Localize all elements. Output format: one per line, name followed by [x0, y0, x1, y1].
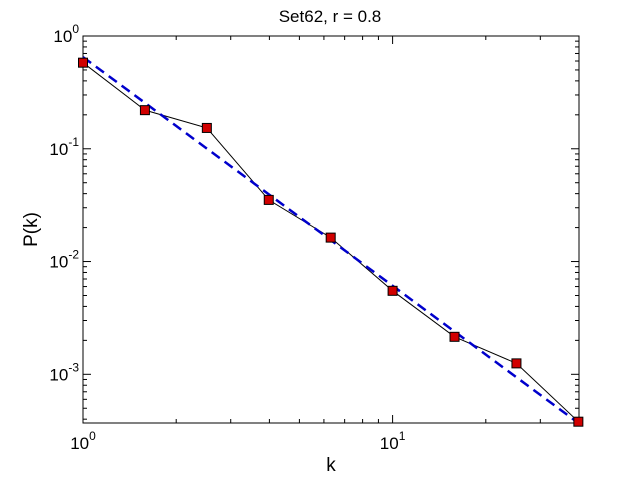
data-point-marker: [573, 416, 584, 427]
plot-area: [82, 35, 580, 424]
chart-title: Set62, r = 0.8: [279, 7, 382, 26]
data-point-marker: [511, 358, 522, 369]
y-tick-label: 10-3: [49, 360, 79, 384]
data-point-marker: [263, 194, 274, 205]
data-point-marker: [139, 105, 150, 116]
data-point-marker: [78, 57, 88, 68]
x-tick-label: 101: [380, 429, 406, 453]
y-axis-ticks: 100 10-1 10-2 10-3: [49, 22, 579, 420]
x-axis-ticks: 100 101: [70, 36, 580, 453]
y-tick-label: 10-1: [49, 135, 79, 159]
y-axis-label: P(k): [21, 212, 42, 247]
data-point-marker: [325, 232, 336, 243]
x-axis-label: k: [326, 455, 336, 476]
y-tick-label: 10-2: [49, 248, 79, 272]
data-point-marker: [387, 285, 398, 296]
series-layer: [78, 56, 584, 427]
data-point-marker: [449, 331, 460, 342]
data-point-marker: [201, 122, 212, 133]
y-tick-label: 100: [53, 22, 79, 46]
x-tick-label: 100: [70, 429, 96, 453]
